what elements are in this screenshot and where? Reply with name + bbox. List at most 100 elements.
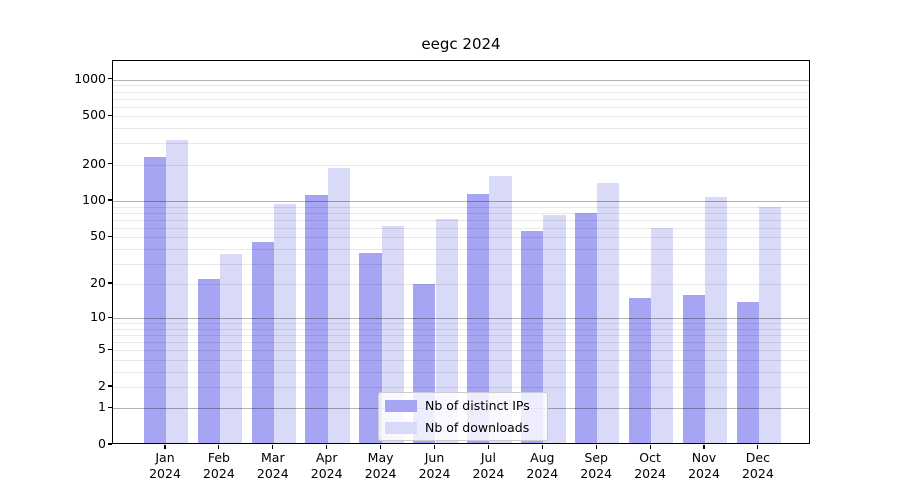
x-tick-mark (703, 444, 705, 449)
bar-aug-distinct-ips (521, 231, 544, 443)
bar-apr-downloads (327, 168, 350, 443)
bar-sep-distinct-ips (574, 212, 598, 443)
x-tick-mark (380, 444, 382, 449)
bar-dec-downloads (758, 206, 782, 443)
y-tick-mark (107, 348, 112, 350)
y-tick-label: 100 (82, 192, 106, 208)
bar-feb-downloads (219, 254, 243, 443)
legend: Nb of distinct IPs Nb of downloads (378, 392, 548, 441)
bar-mar-downloads (273, 203, 297, 443)
x-tick-label-jun: Jun 2024 (418, 450, 451, 481)
x-tick-label-nov: Nov 2024 (688, 450, 720, 481)
bar-jan-downloads (166, 139, 189, 443)
x-tick-label-may: May 2024 (364, 450, 397, 481)
bar-nov-downloads (705, 196, 728, 443)
bar-jul-distinct-ips (467, 193, 490, 443)
y-tick-mark (107, 316, 112, 318)
y-gridline-minor (113, 342, 809, 344)
y-gridline-minor (113, 143, 809, 145)
y-gridline-minor (113, 371, 809, 373)
y-tick-label: 20 (90, 275, 106, 291)
y-gridline-minor (113, 359, 809, 361)
x-tick-label-jul: Jul 2024 (472, 450, 505, 481)
y-gridline-minor (113, 248, 809, 250)
y-tick-label: 10 (90, 309, 106, 325)
y-tick-label: 5 (98, 341, 106, 357)
y-tick-label: 1000 (74, 70, 106, 86)
x-tick-mark (164, 444, 166, 449)
bar-jan-distinct-ips (143, 156, 166, 443)
y-tick-mark (107, 235, 112, 237)
y-gridline-minor (113, 128, 809, 130)
y-gridline-minor (113, 350, 809, 352)
bar-may-downloads (381, 226, 404, 443)
x-tick-label-dec: Dec 2024 (741, 450, 774, 481)
y-gridline-minor (113, 98, 809, 100)
y-tick-mark (107, 78, 112, 80)
x-tick-label-oct: Oct 2024 (634, 450, 666, 481)
y-gridline-minor (113, 206, 809, 208)
x-tick-label-sep: Sep 2024 (580, 450, 613, 481)
y-gridline-minor (113, 263, 809, 265)
chart-title: eegc 2024 (421, 35, 501, 53)
plot-area (112, 60, 810, 444)
y-tick-label: 50 (90, 228, 106, 244)
y-gridline-minor (113, 328, 809, 330)
y-gridline-major (113, 318, 809, 320)
bar-feb-distinct-ips (197, 279, 220, 443)
x-tick-mark (595, 444, 597, 449)
x-tick-label-feb: Feb 2024 (202, 450, 235, 481)
bar-jun-downloads (435, 218, 458, 443)
y-gridline-minor (113, 237, 809, 239)
y-tick-label: 200 (82, 155, 106, 171)
y-gridline-minor (113, 335, 809, 337)
bar-nov-distinct-ips (682, 295, 705, 443)
legend-item-downloads: Nb of downloads (385, 420, 541, 435)
x-tick-label-aug: Aug 2024 (526, 450, 559, 481)
y-gridline-minor (113, 91, 809, 93)
bar-apr-distinct-ips (305, 195, 328, 443)
bar-oct-downloads (651, 227, 674, 443)
bar-may-distinct-ips (359, 252, 382, 443)
x-tick-mark (218, 444, 220, 449)
y-gridline-minor (113, 284, 809, 286)
bar-jul-downloads (489, 175, 512, 443)
x-tick-mark (541, 444, 543, 449)
y-gridline-minor (113, 106, 809, 108)
legend-label-downloads: Nb of downloads (425, 420, 530, 435)
legend-item-distinct-ips: Nb of distinct IPs (385, 398, 541, 413)
y-tick-mark (107, 114, 112, 117)
x-tick-mark (326, 444, 328, 449)
y-tick-label: 500 (82, 107, 106, 123)
bar-mar-distinct-ips (251, 241, 274, 443)
bar-aug-downloads (543, 215, 566, 443)
y-tick-label: 1 (98, 399, 106, 415)
y-tick-mark (107, 282, 112, 284)
bar-sep-downloads (597, 183, 620, 443)
y-gridline-major (113, 201, 809, 203)
x-tick-mark (433, 444, 436, 449)
x-tick-mark (649, 444, 651, 449)
y-gridline-minor (113, 386, 809, 388)
x-tick-label-jan: Jan 2024 (149, 450, 181, 481)
y-gridline-minor (113, 219, 809, 221)
y-gridline-major (113, 79, 809, 81)
y-tick-mark (107, 443, 112, 445)
bar-oct-distinct-ips (628, 298, 652, 443)
legend-swatch-downloads (385, 421, 417, 434)
y-tick-label: 2 (98, 377, 106, 393)
y-tick-label: 0 (98, 436, 106, 451)
y-gridline-minor (113, 227, 809, 229)
x-tick-mark (487, 444, 489, 449)
y-gridline-minor (113, 116, 809, 118)
x-tick-label-apr: Apr 2024 (310, 450, 343, 481)
y-gridline-minor (113, 85, 809, 87)
x-tick-mark (757, 444, 759, 449)
bar-dec-distinct-ips (736, 301, 759, 443)
y-tick-mark (107, 406, 112, 408)
legend-swatch-distinct-ips (385, 399, 417, 412)
y-tick-mark (107, 385, 112, 387)
y-gridline-minor (113, 323, 809, 325)
x-tick-mark (272, 444, 274, 449)
